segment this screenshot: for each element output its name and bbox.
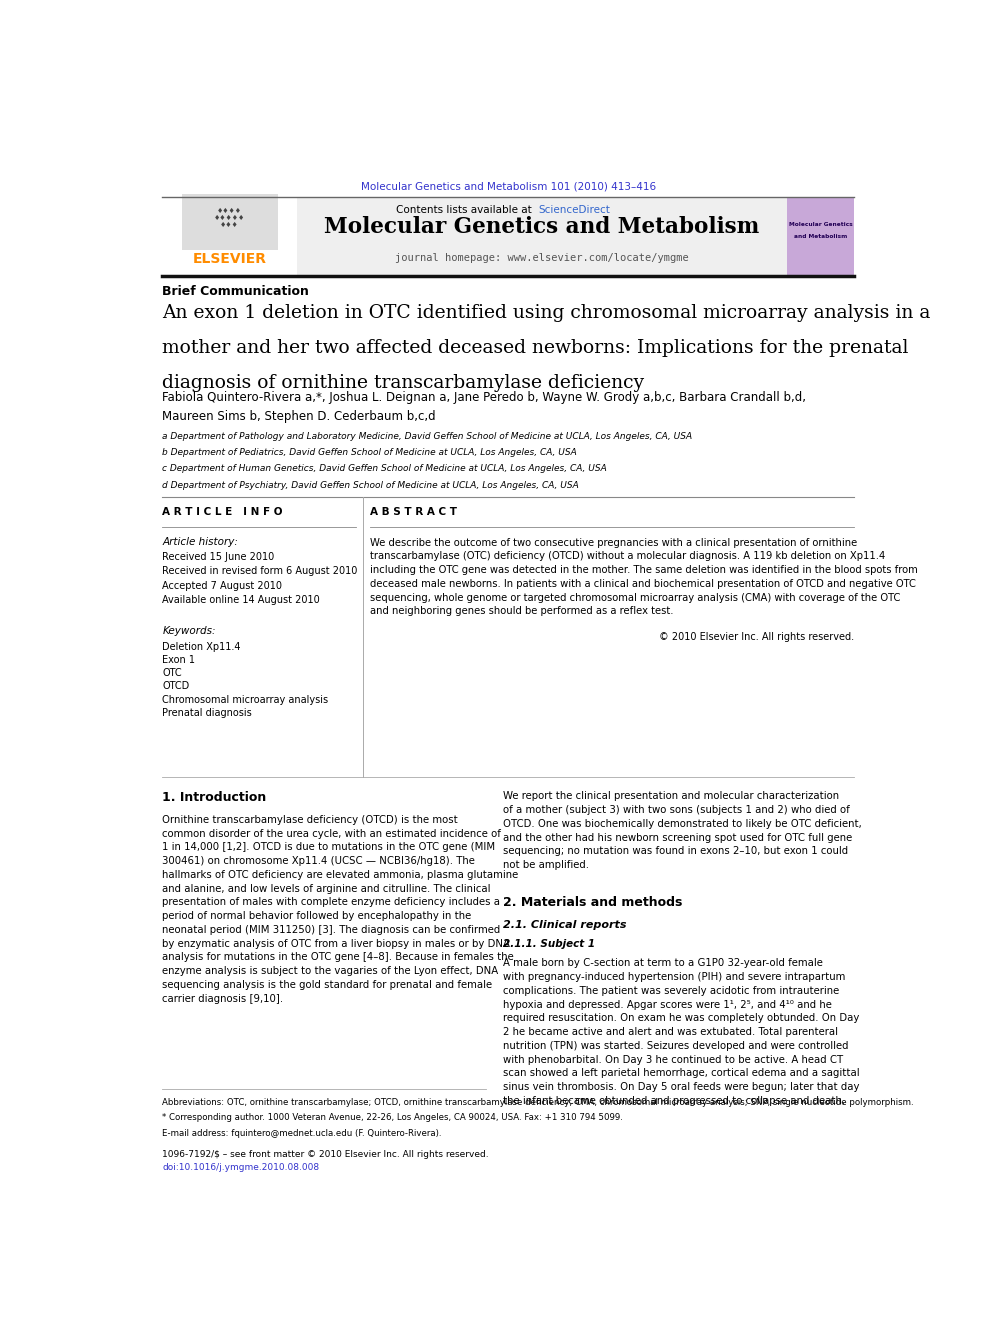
Bar: [182, 194, 278, 250]
Text: hypoxia and depressed. Apgar scores were 1¹, 2⁵, and 4¹⁰ and he: hypoxia and depressed. Apgar scores were…: [503, 1000, 832, 1009]
Bar: [163, 197, 297, 277]
Text: We describe the outcome of two consecutive pregnancies with a clinical presentat: We describe the outcome of two consecuti…: [370, 537, 857, 548]
Text: OTC: OTC: [163, 668, 183, 679]
Text: and the other had his newborn screening spot used for OTC full gene: and the other had his newborn screening …: [503, 832, 852, 843]
Text: Received 15 June 2010: Received 15 June 2010: [163, 552, 275, 562]
Text: 2. Materials and methods: 2. Materials and methods: [503, 896, 682, 909]
Text: Abbreviations: OTC, ornithine transcarbamylase; OTCD, ornithine transcarbamylase: Abbreviations: OTC, ornithine transcarba…: [163, 1098, 914, 1107]
Text: Exon 1: Exon 1: [163, 655, 195, 665]
Text: a Department of Pathology and Laboratory Medicine, David Geffen School of Medici: a Department of Pathology and Laboratory…: [163, 431, 692, 441]
Text: 1. Introduction: 1. Introduction: [163, 791, 267, 804]
Text: sequencing analysis is the gold standard for prenatal and female: sequencing analysis is the gold standard…: [163, 980, 493, 990]
Text: including the OTC gene was detected in the mother. The same deletion was identif: including the OTC gene was detected in t…: [370, 565, 918, 576]
Text: sequencing, whole genome or targeted chromosomal microarray analysis (CMA) with : sequencing, whole genome or targeted chr…: [370, 593, 901, 603]
Text: 2.1. Clinical reports: 2.1. Clinical reports: [503, 919, 627, 930]
Text: common disorder of the urea cycle, with an estimated incidence of: common disorder of the urea cycle, with …: [163, 828, 501, 839]
Text: A R T I C L E   I N F O: A R T I C L E I N F O: [163, 507, 283, 517]
Text: with phenobarbital. On Day 3 he continued to be active. A head CT: with phenobarbital. On Day 3 he continue…: [503, 1054, 843, 1065]
Text: sinus vein thrombosis. On Day 5 oral feeds were begun; later that day: sinus vein thrombosis. On Day 5 oral fee…: [503, 1082, 860, 1093]
Text: carrier diagnosis [9,10].: carrier diagnosis [9,10].: [163, 994, 284, 1004]
Text: journal homepage: www.elsevier.com/locate/ymgme: journal homepage: www.elsevier.com/locat…: [395, 253, 688, 263]
Text: Article history:: Article history:: [163, 537, 238, 546]
Text: diagnosis of ornithine transcarbamylase deficiency: diagnosis of ornithine transcarbamylase …: [163, 373, 645, 392]
Text: c Department of Human Genetics, David Geffen School of Medicine at UCLA, Los Ang: c Department of Human Genetics, David Ge…: [163, 464, 607, 474]
Text: enzyme analysis is subject to the vagaries of the Lyon effect, DNA: enzyme analysis is subject to the vagari…: [163, 966, 499, 976]
Text: Deletion Xp11.4: Deletion Xp11.4: [163, 642, 241, 652]
Text: d Department of Psychiatry, David Geffen School of Medicine at UCLA, Los Angeles: d Department of Psychiatry, David Geffen…: [163, 480, 579, 490]
Text: mother and her two affected deceased newborns: Implications for the prenatal: mother and her two affected deceased new…: [163, 339, 909, 357]
Text: * Corresponding author. 1000 Veteran Avenue, 22-26, Los Angeles, CA 90024, USA. : * Corresponding author. 1000 Veteran Ave…: [163, 1113, 623, 1122]
Text: Contents lists available at: Contents lists available at: [396, 205, 538, 214]
Text: and Metabolism: and Metabolism: [794, 234, 847, 239]
Text: Ornithine transcarbamylase deficiency (OTCD) is the most: Ornithine transcarbamylase deficiency (O…: [163, 815, 458, 824]
Text: and neighboring genes should be performed as a reflex test.: and neighboring genes should be performe…: [370, 606, 674, 617]
Text: doi:10.1016/j.ymgme.2010.08.008: doi:10.1016/j.ymgme.2010.08.008: [163, 1163, 319, 1172]
Text: transcarbamylase (OTC) deficiency (OTCD) without a molecular diagnosis. A 119 kb: transcarbamylase (OTC) deficiency (OTCD)…: [370, 552, 885, 561]
Text: OTCD: OTCD: [163, 681, 189, 692]
Text: ELSEVIER: ELSEVIER: [192, 251, 266, 266]
Text: with pregnancy-induced hypertension (PIH) and severe intrapartum: with pregnancy-induced hypertension (PIH…: [503, 972, 845, 982]
Text: period of normal behavior followed by encephalopathy in the: period of normal behavior followed by en…: [163, 912, 471, 921]
Text: Molecular Genetics and Metabolism: Molecular Genetics and Metabolism: [324, 216, 760, 238]
Text: hallmarks of OTC deficiency are elevated ammonia, plasma glutamine: hallmarks of OTC deficiency are elevated…: [163, 869, 519, 880]
Text: presentation of males with complete enzyme deficiency includes a: presentation of males with complete enzy…: [163, 897, 500, 908]
Text: E-mail address: fquintero@mednet.ucla.edu (F. Quintero-Rivera).: E-mail address: fquintero@mednet.ucla.ed…: [163, 1129, 442, 1138]
Text: the infant became obtunded and progressed to collapse and death.: the infant became obtunded and progresse…: [503, 1095, 845, 1106]
Text: required resuscitation. On exam he was completely obtunded. On Day: required resuscitation. On exam he was c…: [503, 1013, 859, 1024]
Text: b Department of Pediatrics, David Geffen School of Medicine at UCLA, Los Angeles: b Department of Pediatrics, David Geffen…: [163, 448, 577, 456]
Text: Available online 14 August 2010: Available online 14 August 2010: [163, 595, 320, 605]
Text: complications. The patient was severely acidotic from intrauterine: complications. The patient was severely …: [503, 986, 839, 996]
Text: An exon 1 deletion in OTC identified using chromosomal microarray analysis in a: An exon 1 deletion in OTC identified usi…: [163, 304, 930, 323]
Text: nutrition (TPN) was started. Seizures developed and were controlled: nutrition (TPN) was started. Seizures de…: [503, 1041, 849, 1050]
Text: Fabiola Quintero-Rivera a,*, Joshua L. Deignan a, Jane Peredo b, Wayne W. Grody : Fabiola Quintero-Rivera a,*, Joshua L. D…: [163, 392, 806, 404]
Text: scan showed a left parietal hemorrhage, cortical edema and a sagittal: scan showed a left parietal hemorrhage, …: [503, 1069, 860, 1078]
Text: Prenatal diagnosis: Prenatal diagnosis: [163, 708, 252, 718]
Text: deceased male newborns. In patients with a clinical and biochemical presentation: deceased male newborns. In patients with…: [370, 579, 916, 589]
Text: Keywords:: Keywords:: [163, 626, 216, 636]
Text: © 2010 Elsevier Inc. All rights reserved.: © 2010 Elsevier Inc. All rights reserved…: [660, 632, 854, 643]
Text: sequencing; no mutation was found in exons 2–10, but exon 1 could: sequencing; no mutation was found in exo…: [503, 847, 848, 856]
Text: 2 he became active and alert and was extubated. Total parenteral: 2 he became active and alert and was ext…: [503, 1027, 838, 1037]
Text: 2.1.1. Subject 1: 2.1.1. Subject 1: [503, 939, 595, 949]
Text: by enzymatic analysis of OTC from a liver biopsy in males or by DNA: by enzymatic analysis of OTC from a live…: [163, 938, 510, 949]
Text: ScienceDirect: ScienceDirect: [538, 205, 610, 214]
Text: OTCD. One was biochemically demonstrated to likely be OTC deficient,: OTCD. One was biochemically demonstrated…: [503, 819, 862, 830]
Bar: [163, 197, 854, 277]
Text: Accepted 7 August 2010: Accepted 7 August 2010: [163, 581, 283, 590]
Text: Maureen Sims b, Stephen D. Cederbaum b,c,d: Maureen Sims b, Stephen D. Cederbaum b,c…: [163, 410, 436, 423]
Text: neonatal period (MIM 311250) [3]. The diagnosis can be confirmed: neonatal period (MIM 311250) [3]. The di…: [163, 925, 501, 935]
Text: of a mother (subject 3) with two sons (subjects 1 and 2) who died of: of a mother (subject 3) with two sons (s…: [503, 806, 850, 815]
Text: not be amplified.: not be amplified.: [503, 860, 589, 871]
Bar: [787, 197, 854, 277]
Text: ♦♦♦♦
♦♦♦♦♦
♦♦♦: ♦♦♦♦ ♦♦♦♦♦ ♦♦♦: [213, 208, 245, 229]
Text: analysis for mutations in the OTC gene [4–8]. Because in females the: analysis for mutations in the OTC gene […: [163, 953, 514, 962]
Text: 300461) on chromosome Xp11.4 (UCSC — NCBI36/hg18). The: 300461) on chromosome Xp11.4 (UCSC — NCB…: [163, 856, 475, 867]
Text: Molecular Genetics and Metabolism 101 (2010) 413–416: Molecular Genetics and Metabolism 101 (2…: [361, 181, 656, 191]
Text: 1096-7192/$ – see front matter © 2010 Elsevier Inc. All rights reserved.: 1096-7192/$ – see front matter © 2010 El…: [163, 1150, 489, 1159]
Text: A B S T R A C T: A B S T R A C T: [370, 507, 457, 517]
Text: Brief Communication: Brief Communication: [163, 284, 310, 298]
Text: 1 in 14,000 [1,2]. OTCD is due to mutations in the OTC gene (MIM: 1 in 14,000 [1,2]. OTCD is due to mutati…: [163, 843, 496, 852]
Text: Chromosomal microarray analysis: Chromosomal microarray analysis: [163, 695, 328, 705]
Text: and alanine, and low levels of arginine and citrulline. The clinical: and alanine, and low levels of arginine …: [163, 884, 491, 893]
Text: We report the clinical presentation and molecular characterization: We report the clinical presentation and …: [503, 791, 839, 802]
Text: Molecular Genetics: Molecular Genetics: [789, 222, 852, 228]
Text: Received in revised form 6 August 2010: Received in revised form 6 August 2010: [163, 566, 358, 577]
Text: A male born by C-section at term to a G1P0 32-year-old female: A male born by C-section at term to a G1…: [503, 958, 823, 968]
